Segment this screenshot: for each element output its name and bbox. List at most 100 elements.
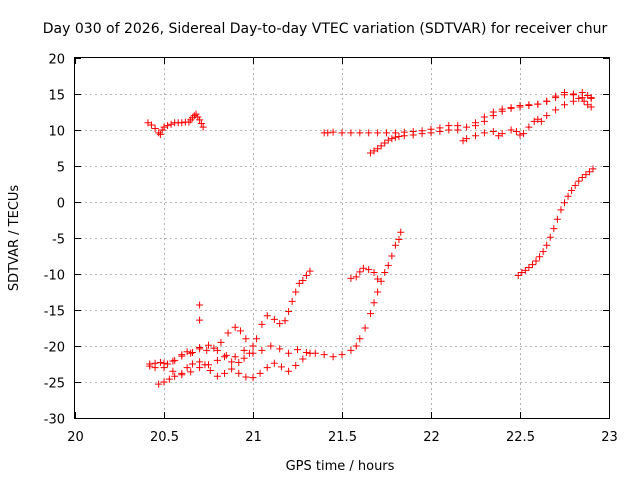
y-tick-label: 15 xyxy=(48,89,65,104)
x-axis-ticks: 20 20.5 21 21.5 22 22.5 23 xyxy=(67,58,618,445)
data-point xyxy=(249,374,257,382)
data-point xyxy=(160,378,168,386)
data-point xyxy=(222,351,230,359)
data-point xyxy=(196,343,204,351)
data-point xyxy=(589,165,597,173)
data-point xyxy=(383,129,390,137)
data-point xyxy=(366,310,374,318)
data-point xyxy=(365,266,373,274)
data-points xyxy=(144,89,597,388)
data-point xyxy=(267,342,275,350)
data-point xyxy=(210,344,218,352)
data-point xyxy=(356,335,364,343)
data-point xyxy=(395,132,403,140)
x-tick-label: 20 xyxy=(67,430,84,445)
data-point xyxy=(263,364,271,372)
series-arc-a-upper-left xyxy=(144,110,207,138)
x-tick-label: 23 xyxy=(601,430,618,445)
y-axis-ticks: -30 -25 -20 -15 -10 -5 0 5 10 15 20 xyxy=(44,53,609,428)
data-point xyxy=(228,358,236,366)
data-point xyxy=(295,279,303,287)
data-point xyxy=(171,372,179,380)
data-point xyxy=(285,367,293,375)
data-point xyxy=(561,89,568,97)
data-point xyxy=(370,299,378,307)
data-point xyxy=(530,117,538,125)
data-point xyxy=(561,199,568,207)
data-point xyxy=(217,338,225,346)
data-point xyxy=(569,91,577,99)
data-point xyxy=(454,126,462,134)
data-point xyxy=(324,129,332,137)
data-point xyxy=(231,353,239,361)
series-arc-d-upper-right xyxy=(472,89,595,127)
x-tick-label: 20.5 xyxy=(150,430,179,445)
data-point xyxy=(155,380,163,388)
data-point xyxy=(384,136,392,144)
data-point xyxy=(276,345,284,353)
data-point xyxy=(249,342,257,350)
data-point xyxy=(151,125,159,133)
data-point xyxy=(213,372,221,380)
data-point xyxy=(277,363,285,371)
data-point xyxy=(270,359,278,367)
data-point xyxy=(518,269,526,277)
data-point xyxy=(146,362,154,370)
series-arc-c-rising xyxy=(366,94,595,157)
series-arc-h-lower-bottom xyxy=(155,349,314,388)
data-point xyxy=(235,359,243,367)
data-point xyxy=(356,268,364,276)
data-point xyxy=(178,119,186,127)
data-point xyxy=(374,275,382,283)
data-point xyxy=(188,348,196,356)
data-point xyxy=(199,123,207,131)
data-point xyxy=(409,131,417,139)
data-point xyxy=(347,274,355,282)
y-tick-label: -25 xyxy=(44,377,65,392)
data-point xyxy=(543,97,551,105)
data-point xyxy=(436,127,444,135)
data-point xyxy=(306,267,314,275)
data-point xyxy=(178,369,186,377)
data-point xyxy=(459,137,467,145)
data-point xyxy=(391,133,399,141)
data-point xyxy=(512,127,520,135)
data-point xyxy=(320,351,328,359)
data-point xyxy=(299,276,307,284)
data-point xyxy=(374,145,382,153)
data-point xyxy=(165,375,173,383)
data-point xyxy=(196,301,204,309)
data-point xyxy=(338,129,346,137)
data-point xyxy=(514,271,522,279)
x-axis-label: GPS time / hours xyxy=(286,459,395,474)
data-point xyxy=(463,123,471,131)
data-point xyxy=(240,346,248,354)
data-point xyxy=(171,356,179,364)
data-point xyxy=(356,129,364,137)
data-point xyxy=(263,312,271,320)
data-point xyxy=(169,357,177,365)
data-point xyxy=(582,171,590,179)
data-point xyxy=(148,121,156,129)
data-point xyxy=(400,132,408,140)
data-point xyxy=(365,129,373,137)
data-point xyxy=(221,369,229,377)
data-point xyxy=(235,369,243,377)
data-point xyxy=(520,130,528,138)
data-point xyxy=(575,94,583,102)
data-point xyxy=(377,277,385,285)
data-point xyxy=(292,288,300,296)
data-point xyxy=(381,139,389,147)
data-point xyxy=(299,355,307,363)
data-point xyxy=(192,110,200,118)
data-point xyxy=(270,315,278,323)
data-point xyxy=(281,317,289,325)
data-point xyxy=(374,288,382,296)
data-point xyxy=(374,129,382,137)
data-point xyxy=(361,324,369,332)
data-point xyxy=(587,94,595,102)
data-point xyxy=(285,349,293,357)
data-point xyxy=(201,361,209,369)
data-point xyxy=(196,316,204,324)
